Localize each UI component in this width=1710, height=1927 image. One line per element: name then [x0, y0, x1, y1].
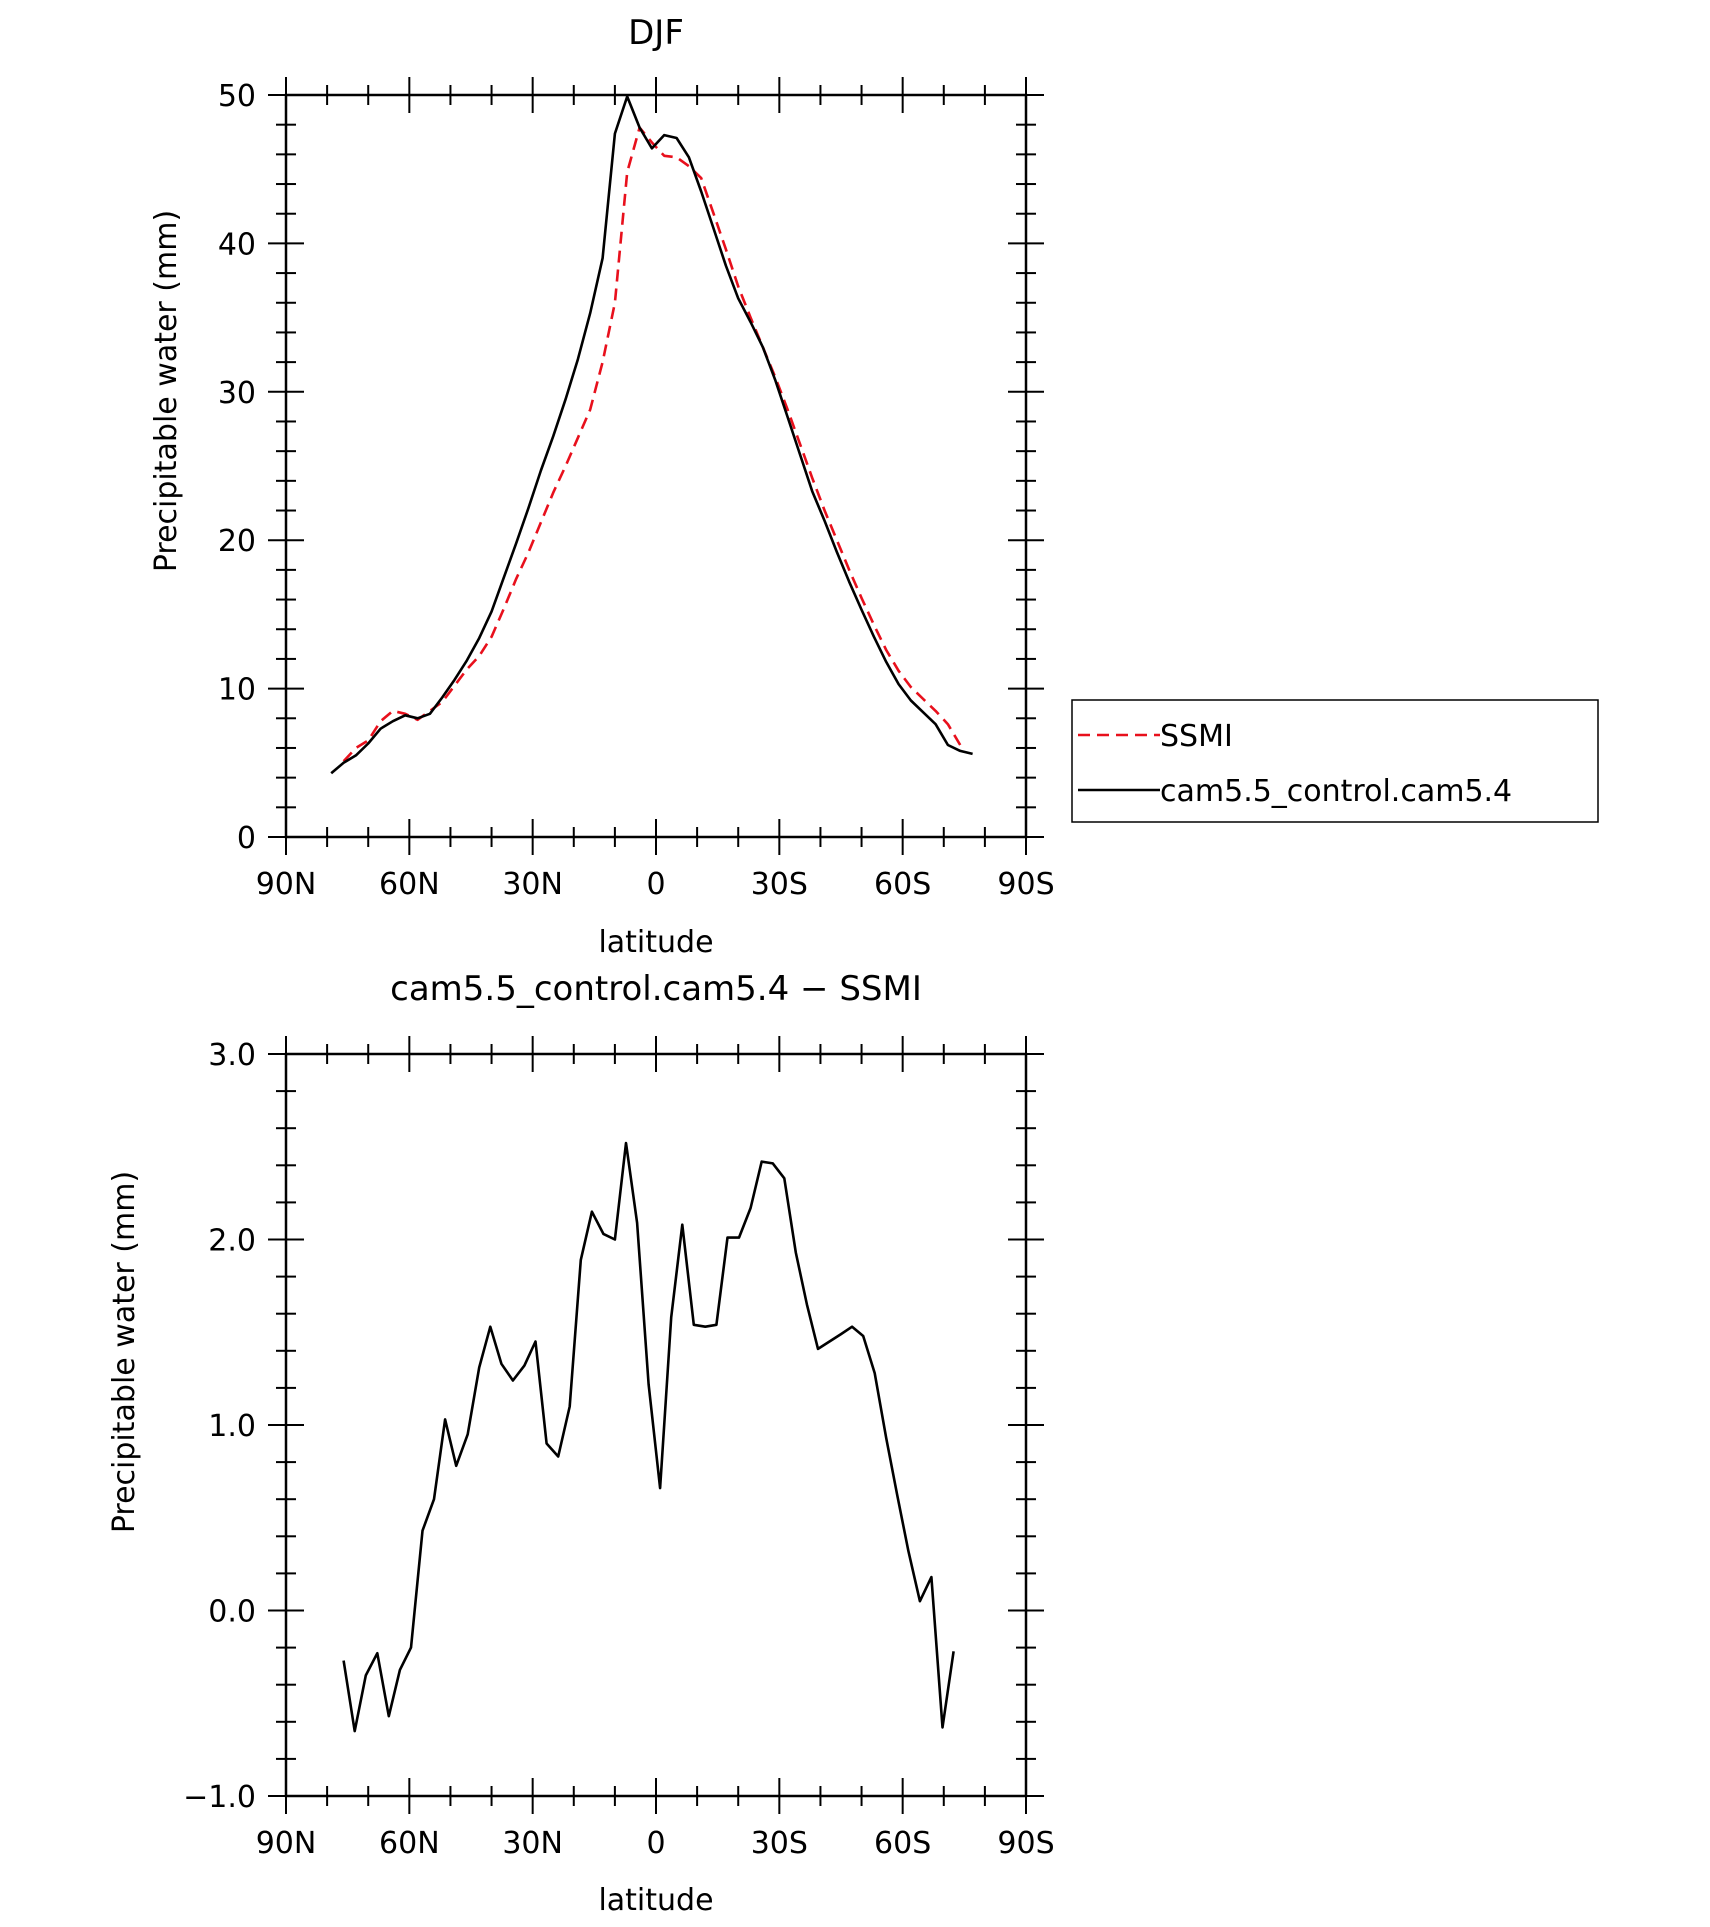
top-y-tick-label: 50: [218, 79, 256, 114]
top-series-line-ssmi: [342, 126, 962, 763]
bottom-x-tick-label: 60N: [379, 1826, 440, 1861]
top-y-tick-labels: 0 10 20 30 40 50: [218, 79, 256, 856]
bottom-x-tick-label: 60S: [874, 1826, 931, 1861]
legend-ssmi-label: SSMI: [1160, 719, 1233, 754]
top-x-tick-label: 30N: [502, 867, 563, 902]
bottom-x-tick-label: 90N: [256, 1826, 317, 1861]
top-series-line-cam5-5-control-cam5-4: [330, 95, 973, 775]
bottom-y-tick-label: 2.0: [208, 1224, 256, 1259]
top-x-tick-label: 30S: [751, 867, 808, 902]
bottom-x-tick-labels: 90N 60N 30N 0 30S 60S 90S: [256, 1826, 1055, 1861]
top-y-tick-label: 30: [218, 376, 256, 411]
bottom-x-tick-label: 30S: [751, 1826, 808, 1861]
bottom-x-tick-label: 30N: [502, 1826, 563, 1861]
top-x-tick-label: 60N: [379, 867, 440, 902]
top-x-axis-label: latitude: [598, 925, 713, 960]
top-y-axis-label: Precipitable water (mm): [149, 210, 184, 572]
legend-box: [1071, 699, 1599, 823]
top-legend: SSMI cam5.5_control.cam5.4: [1071, 699, 1599, 823]
bottom-panel: cam5.5_control.cam5.4 − SSMI Precipitabl…: [107, 969, 1055, 1918]
bottom-x-tick-label: 90S: [997, 1826, 1054, 1861]
top-x-tick-label: 90S: [997, 867, 1054, 902]
bottom-x-tick-label: 0: [646, 1826, 665, 1861]
top-x-tick-label: 60S: [874, 867, 931, 902]
top-panel: DJF Precipitable water (mm) latitude 90N…: [149, 13, 1599, 960]
bottom-y-tick-labels: −1.0 0.0 1.0 2.0 3.0: [183, 1038, 256, 1815]
bottom-y-axis-label: Precipitable water (mm): [107, 1171, 142, 1533]
top-chart-title: DJF: [628, 13, 684, 53]
top-x-tick-label: 0: [646, 867, 665, 902]
top-x-tick-labels: 90N 60N 30N 0 30S 60S 90S: [256, 867, 1055, 902]
legend-cam-label: cam5.5_control.cam5.4: [1160, 774, 1512, 809]
top-x-tick-label: 90N: [256, 867, 317, 902]
bottom-y-tick-label: 0.0: [208, 1595, 256, 1630]
bottom-x-axis-label: latitude: [598, 1883, 713, 1918]
bottom-plot-frame: [284, 1052, 1028, 1798]
bottom-y-tick-label: 1.0: [208, 1409, 256, 1444]
bottom-series-line-difference: [342, 1141, 955, 1733]
top-plot-frame: [284, 93, 1028, 839]
bottom-series: [342, 1141, 955, 1733]
top-y-tick-label: 20: [218, 524, 256, 559]
bottom-y-tick-label: −1.0: [183, 1780, 256, 1815]
bottom-chart-title: cam5.5_control.cam5.4 − SSMI: [390, 969, 922, 1009]
top-tick-marks: [268, 77, 1044, 855]
top-y-tick-label: 0: [237, 821, 256, 856]
bottom-y-tick-label: 3.0: [208, 1038, 256, 1073]
top-y-tick-label: 10: [218, 673, 256, 708]
top-series: [330, 95, 973, 775]
bottom-tick-marks: [268, 1036, 1044, 1814]
top-y-tick-label: 40: [218, 227, 256, 262]
